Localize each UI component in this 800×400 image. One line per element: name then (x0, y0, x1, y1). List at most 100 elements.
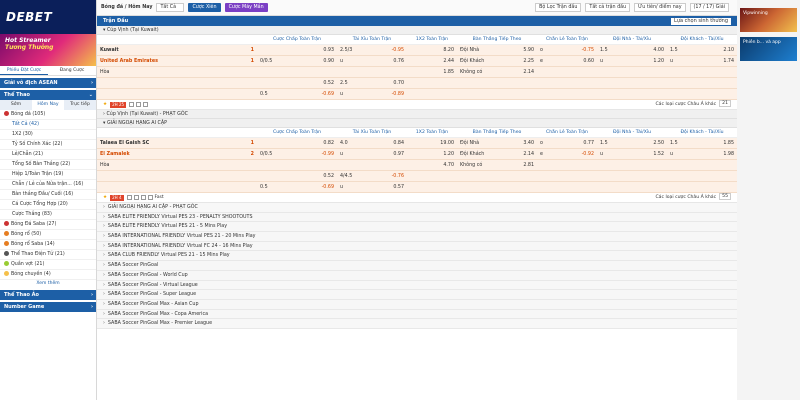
odds-value[interactable]: 1.20 (443, 152, 454, 157)
odds-value[interactable]: -0.89 (391, 92, 404, 97)
tab-early[interactable]: Sớm (10, 102, 22, 107)
odds-value[interactable]: 0.84 (393, 141, 404, 146)
sidebar-sub-1x2[interactable]: 1X2 (30) (0, 130, 96, 140)
odds-value[interactable]: 2.50 (653, 141, 664, 146)
league-row[interactable]: › SABA Soccer PinGoal - Super League (97, 290, 737, 300)
odds-value[interactable]: 3.40 (523, 141, 534, 146)
more-odds-link[interactable]: Các loại cược Châu Á khác (655, 101, 717, 107)
odds-value[interactable]: 0.52 (323, 81, 334, 86)
odds-value[interactable]: 2.14 (523, 152, 534, 157)
star-icon[interactable]: ★ (103, 101, 108, 107)
star-icon[interactable]: ★ (103, 194, 108, 200)
odds-value[interactable]: -0.99 (321, 152, 334, 157)
odds-value[interactable]: 0.93 (323, 48, 334, 53)
odds-value[interactable]: 1.20 (653, 59, 664, 64)
sidebar-item-saba-soccer[interactable]: Bóng Đá Saba (27) (0, 220, 96, 230)
sidebar-sub-ht-ft[interactable]: Hiệp 1/Toàn Trận (19) (0, 170, 96, 180)
odds-value[interactable]: 1.85 (443, 70, 454, 75)
sidebar-item-basketball[interactable]: Bóng rổ (50) (0, 230, 96, 240)
tab-today[interactable]: Hôm Nay (32, 100, 64, 110)
odds-value[interactable]: 2.44 (443, 59, 454, 64)
sidebar-sub-first-last-goal[interactable]: Bàn thắng Đầu/ Cuối (16) (0, 190, 96, 200)
odds-value[interactable]: 2.10 (723, 48, 734, 53)
odds-value[interactable]: 1.98 (723, 152, 734, 157)
sidebar-item-tennis[interactable]: Quần vợt (21) (0, 260, 96, 270)
odds-value[interactable]: 4.00 (653, 48, 664, 53)
league-row[interactable]: › SABA INTERNATIONAL FRIENDLY Virtual PES… (97, 232, 737, 242)
odds-value[interactable]: 8.20 (443, 48, 454, 53)
stats-icon[interactable] (129, 102, 135, 107)
odds-value[interactable]: 0.97 (393, 152, 404, 157)
sidebar-sub-total-goals[interactable]: Tổng Số Bàn Thắng (22) (0, 160, 96, 170)
league-row[interactable]: › SABA ELITE FRIENDLY Virtual PES 21 - 5 … (97, 222, 737, 233)
odds-value[interactable]: 0.57 (393, 185, 404, 190)
odds-value[interactable]: -0.76 (391, 174, 404, 179)
league-row[interactable]: › SABA INTERNATIONAL FRIENDLY Virtual FC … (97, 241, 737, 252)
tv-icon[interactable] (133, 195, 139, 200)
league-row[interactable]: › SABA ELITE FRIENDLY Virtual PES 23 - PE… (97, 212, 737, 223)
section-number-game[interactable]: Number Game › (0, 302, 96, 312)
ad-banner-1[interactable]: Vipwinning (740, 8, 797, 32)
sidebar-item-volleyball[interactable]: Bóng chuyền (4) (0, 270, 96, 280)
sort-select[interactable]: Ưu tiên/ điểm nay (634, 3, 686, 12)
pitch-icon[interactable] (143, 102, 149, 107)
fast-market-label[interactable]: Fast (154, 194, 164, 200)
odds-value[interactable]: 0.76 (393, 59, 404, 64)
sidebar-sub-all[interactable]: Tất Cả (42) (0, 120, 96, 130)
odds-value[interactable]: 2.14 (523, 70, 534, 75)
league-row[interactable]: › SABA Soccer PinGoal - World Cup (97, 270, 737, 281)
odds-value[interactable]: -0.69 (321, 92, 334, 97)
sidebar-item-saba-basketball[interactable]: Bóng rổ Saba (14) (0, 240, 96, 250)
tab-open-bets[interactable]: Đang Cược (59, 68, 85, 73)
sidebar-sub-mix-parlay[interactable]: Cá Cược Tổng Hợp (20) (0, 200, 96, 210)
league-row[interactable]: › SABA Soccer PinGoal - Virtual League (97, 280, 737, 291)
section-asean[interactable]: Giải vô địch ASEAN › (0, 78, 96, 88)
tab-betslip[interactable]: Phiếu Đặt Cược (0, 66, 48, 75)
odds-value[interactable]: -0.92 (581, 152, 594, 157)
odds-value[interactable]: -0.69 (321, 185, 334, 190)
lucky-bet-button[interactable]: Cược Máy Mắn (224, 3, 268, 12)
sidebar-sub-odd-even[interactable]: Lẻ/Chẵn (21) (0, 150, 96, 160)
league-row[interactable]: › SABA Soccer PinGoal (97, 261, 737, 271)
odds-value[interactable]: 0.52 (323, 174, 334, 179)
odds-value[interactable]: 2.81 (523, 163, 534, 168)
stats-icon[interactable] (126, 195, 132, 200)
parlay-button[interactable]: Cược Xiên (188, 3, 221, 12)
league-header[interactable]: › Cúp Vịnh (Tại Kuwait) - PHẠT GÓC (97, 110, 737, 119)
league-count-select[interactable]: (17 / 17) Giải (689, 3, 729, 12)
odds-value[interactable]: -0.75 (581, 48, 594, 53)
odds-value[interactable]: 0.60 (583, 59, 594, 64)
more-markets-count[interactable]: 21 (719, 99, 731, 107)
odds-value[interactable]: 5.90 (523, 48, 534, 53)
league-row[interactable]: › GIẢI NGOẠI HẠNG AI CẬP - PHẠT GÓC (97, 203, 737, 213)
odds-value[interactable]: 0.77 (583, 141, 594, 146)
league-header[interactable]: ▾ Cúp Vịnh (Tại Kuwait) (97, 26, 737, 35)
tab-live[interactable]: Trực tiếp (70, 102, 90, 107)
odds-value[interactable]: 19.00 (440, 141, 454, 146)
sidebar-item-esports[interactable]: Thể Thao Điện Tử (21) (0, 250, 96, 260)
see-more-link[interactable]: Xem thêm (36, 281, 60, 286)
section-sports[interactable]: Thể Thao ⌄ (0, 90, 96, 100)
match-filter-select[interactable]: Bộ Lọc Trận đấu (535, 3, 582, 12)
promo-banner[interactable]: Hot Streamer Tương Thưởng (0, 34, 96, 66)
sidebar-sub-correct-score[interactable]: Tỷ Số Chính Xác (22) (0, 140, 96, 150)
odds-value[interactable]: 0.90 (323, 59, 334, 64)
all-matches-select[interactable]: Tất cả trận đấu (585, 3, 631, 12)
odds-value[interactable]: 1.52 (653, 152, 664, 157)
odds-value[interactable]: 1.85 (723, 141, 734, 146)
league-header[interactable]: ▾ GIẢI NGOẠI HẠNG AI CẬP (97, 119, 737, 128)
tv-icon[interactable] (136, 102, 142, 107)
sidebar-item-soccer[interactable]: Bóng đá (105) (0, 110, 96, 120)
odds-type-select[interactable]: Lựa chọn sinh thường (671, 17, 731, 25)
more-odds-link[interactable]: Các loại cược Châu Á khác (655, 194, 717, 200)
league-row[interactable]: › SABA Soccer PinGoal Max - Premier Leagu… (97, 319, 737, 329)
sidebar-sub-outright[interactable]: Cược Thắng (83) (0, 210, 96, 220)
more-markets-count[interactable]: 55 (719, 192, 731, 200)
odds-value[interactable]: 0.70 (393, 81, 404, 86)
odds-value[interactable]: 0.82 (323, 141, 334, 146)
league-row[interactable]: › SABA Soccer PinGoal Max - Asian Cup (97, 299, 737, 310)
logo[interactable]: DEBET (0, 0, 96, 34)
ad-banner-2[interactable]: Phiên b... và app (740, 37, 797, 61)
league-row[interactable]: › SABA CLUB FRIENDLY Virtual PES 21 - 15 … (97, 251, 737, 262)
pitch-icon[interactable] (140, 195, 146, 200)
